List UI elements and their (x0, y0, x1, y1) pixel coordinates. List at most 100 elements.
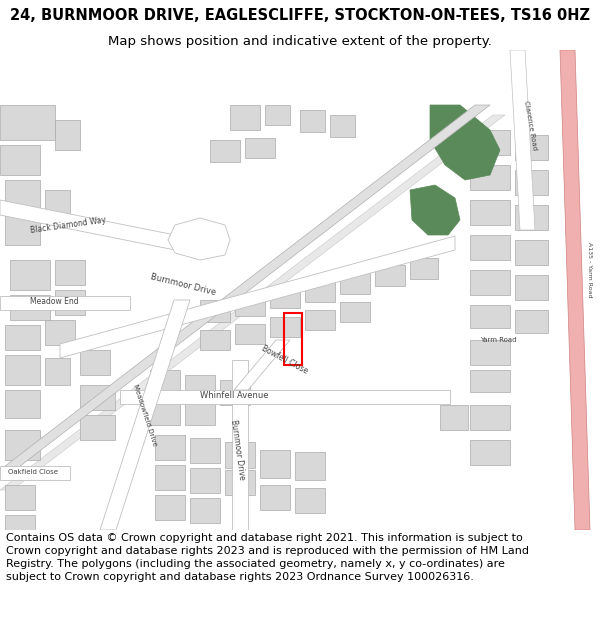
Polygon shape (270, 317, 300, 337)
Polygon shape (0, 200, 200, 255)
Polygon shape (10, 295, 50, 320)
Text: Black Diamond Way: Black Diamond Way (30, 215, 107, 235)
Polygon shape (225, 470, 255, 495)
Polygon shape (470, 370, 510, 392)
Polygon shape (470, 130, 510, 155)
Polygon shape (470, 405, 510, 430)
Polygon shape (470, 200, 510, 225)
Polygon shape (305, 310, 335, 330)
Polygon shape (5, 485, 35, 510)
Polygon shape (470, 340, 510, 365)
Text: Meadow End: Meadow End (30, 298, 79, 306)
Text: Contains OS data © Crown copyright and database right 2021. This information is : Contains OS data © Crown copyright and d… (6, 533, 529, 582)
Polygon shape (235, 294, 265, 316)
Polygon shape (470, 235, 510, 260)
Polygon shape (168, 218, 230, 260)
Polygon shape (150, 370, 180, 395)
Polygon shape (410, 185, 460, 235)
Polygon shape (430, 105, 500, 180)
Polygon shape (0, 105, 55, 140)
Polygon shape (45, 190, 70, 215)
Polygon shape (5, 215, 40, 245)
Polygon shape (10, 260, 50, 290)
Polygon shape (470, 165, 510, 190)
Polygon shape (5, 180, 40, 210)
Polygon shape (515, 240, 548, 265)
Text: Map shows position and indicative extent of the property.: Map shows position and indicative extent… (108, 34, 492, 48)
Polygon shape (515, 135, 548, 160)
Polygon shape (305, 280, 335, 302)
Text: Meadowfield Drive: Meadowfield Drive (132, 383, 158, 447)
Polygon shape (470, 305, 510, 328)
Text: Burnmoor Drive: Burnmoor Drive (229, 419, 247, 481)
Polygon shape (410, 258, 438, 279)
Polygon shape (5, 515, 35, 530)
Polygon shape (45, 320, 75, 345)
Text: Oakfield Close: Oakfield Close (8, 469, 58, 475)
Polygon shape (0, 145, 40, 175)
Polygon shape (0, 296, 130, 310)
Polygon shape (230, 105, 260, 130)
Polygon shape (200, 300, 230, 322)
Polygon shape (210, 140, 240, 162)
Polygon shape (60, 236, 455, 358)
Polygon shape (260, 450, 290, 478)
Polygon shape (55, 260, 85, 285)
Polygon shape (232, 360, 248, 530)
Polygon shape (234, 340, 290, 390)
Polygon shape (80, 385, 115, 410)
Polygon shape (295, 488, 325, 513)
Text: Clarence Road: Clarence Road (523, 100, 538, 150)
Polygon shape (155, 465, 185, 490)
Polygon shape (440, 405, 468, 430)
Polygon shape (55, 120, 80, 150)
Polygon shape (155, 495, 185, 520)
Polygon shape (515, 170, 548, 195)
Polygon shape (190, 498, 220, 523)
Polygon shape (515, 310, 548, 333)
Polygon shape (5, 430, 40, 460)
Polygon shape (340, 272, 370, 294)
Polygon shape (190, 438, 220, 463)
Polygon shape (470, 440, 510, 465)
Text: 24, BURNMOOR DRIVE, EAGLESCLIFFE, STOCKTON-ON-TEES, TS16 0HZ: 24, BURNMOOR DRIVE, EAGLESCLIFFE, STOCKT… (10, 8, 590, 22)
Polygon shape (185, 402, 215, 425)
Polygon shape (200, 330, 230, 350)
Text: Yarm Road: Yarm Road (480, 337, 517, 343)
Polygon shape (190, 468, 220, 493)
Polygon shape (0, 105, 490, 470)
Polygon shape (270, 287, 300, 308)
Polygon shape (220, 380, 250, 405)
Bar (284, 313, 302, 365)
Polygon shape (80, 350, 110, 375)
Polygon shape (260, 485, 290, 510)
Polygon shape (5, 325, 40, 350)
Polygon shape (265, 105, 290, 125)
Polygon shape (45, 358, 70, 385)
Polygon shape (375, 265, 405, 286)
Polygon shape (515, 275, 548, 300)
Polygon shape (150, 400, 180, 425)
Polygon shape (5, 355, 40, 385)
Polygon shape (560, 50, 590, 530)
Polygon shape (185, 375, 215, 398)
Polygon shape (300, 110, 325, 132)
Text: Burnmoor Drive: Burnmoor Drive (150, 272, 217, 298)
Polygon shape (0, 466, 70, 480)
Polygon shape (295, 452, 325, 480)
Polygon shape (340, 302, 370, 322)
Polygon shape (515, 205, 548, 230)
Polygon shape (155, 435, 185, 460)
Text: A135 - Yarm Road: A135 - Yarm Road (587, 242, 593, 298)
Polygon shape (510, 50, 535, 230)
Polygon shape (120, 390, 450, 404)
Polygon shape (470, 270, 510, 295)
Polygon shape (55, 290, 85, 315)
Text: Whinfell Avenue: Whinfell Avenue (200, 391, 269, 399)
Polygon shape (0, 115, 505, 490)
Polygon shape (245, 138, 275, 158)
Polygon shape (80, 415, 115, 440)
Text: Bowfell Close: Bowfell Close (260, 344, 309, 376)
Polygon shape (100, 300, 190, 530)
Polygon shape (235, 324, 265, 344)
